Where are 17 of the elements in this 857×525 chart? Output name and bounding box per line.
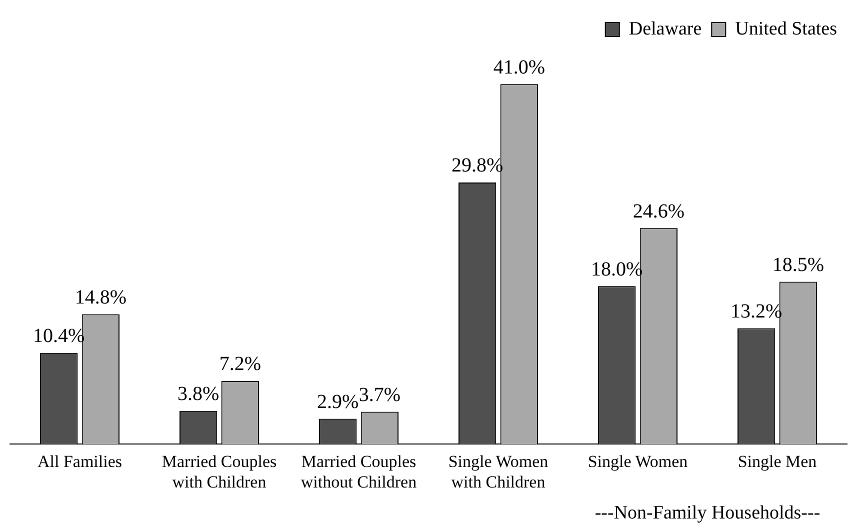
x-tick-label: All Families <box>37 452 122 471</box>
data-label: 18.5% <box>772 254 824 276</box>
text: ---Non-Family Households--- <box>594 502 820 524</box>
x-tick-label: Single Women with Children <box>448 452 549 492</box>
data-label: 14.8% <box>74 286 127 308</box>
data-label: 24.6% <box>632 200 685 222</box>
legend-label: Delaware <box>628 18 702 40</box>
data-label: 3.7% <box>358 384 401 406</box>
data-label: 41.0% <box>493 56 546 78</box>
x-tick-label: Single Men <box>738 452 818 471</box>
data-label: 7.2% <box>219 353 262 376</box>
legend-label: United States <box>735 18 838 40</box>
data-label: 3.8% <box>177 383 220 406</box>
x-tick-label: Married Couples with Children <box>162 452 277 492</box>
x-tick-label: Single Women <box>588 452 688 471</box>
x-tick-label: Married Couples without Children <box>300 452 418 492</box>
data-label: 2.9% <box>316 390 359 413</box>
